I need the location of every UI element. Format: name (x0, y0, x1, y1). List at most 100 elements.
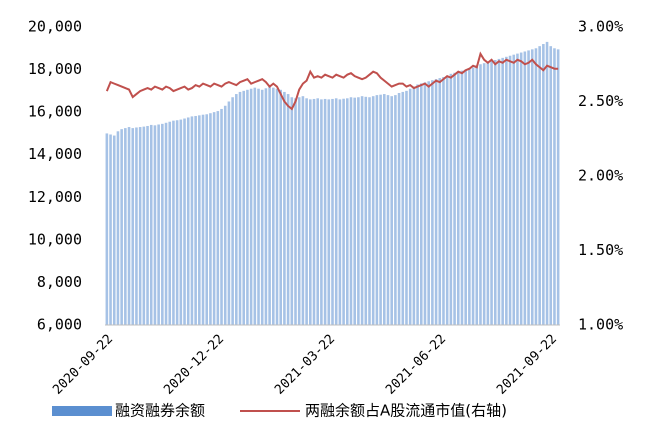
bar (216, 111, 220, 325)
bar (375, 95, 379, 325)
bar (175, 120, 179, 325)
bar (227, 101, 231, 325)
bar (305, 98, 308, 325)
bar (342, 98, 345, 326)
bar (353, 97, 356, 325)
bar (168, 121, 172, 325)
bar (109, 134, 112, 325)
y-tick-label: 12,000 (28, 188, 82, 206)
y-tick-label: 14,000 (28, 145, 82, 163)
bar (172, 120, 175, 326)
bar (212, 112, 216, 326)
bar (386, 95, 390, 325)
legend-label: 两融余额占A股流通市值(右轴) (305, 402, 507, 420)
bar (338, 99, 342, 325)
bar (124, 128, 127, 325)
x-tick-label: 2021-03-22 (272, 332, 338, 398)
bar (120, 129, 123, 325)
bar (194, 115, 197, 325)
bar (549, 46, 553, 326)
bar (412, 86, 416, 325)
bar (468, 68, 471, 325)
bar (394, 95, 397, 325)
bar (349, 97, 353, 325)
bar (149, 124, 153, 326)
bar (556, 49, 560, 325)
bar (453, 72, 456, 325)
bar (530, 49, 534, 325)
bar (419, 83, 423, 326)
bar (534, 48, 538, 326)
bar (153, 125, 157, 325)
bar (183, 118, 186, 326)
bar (475, 65, 479, 326)
bar (157, 124, 160, 325)
bar (397, 92, 401, 325)
bar (408, 88, 412, 325)
legend-label: 融资融券余额 (115, 402, 205, 420)
bar (431, 80, 434, 325)
bar (223, 105, 227, 325)
bar (309, 99, 312, 325)
bar (260, 89, 264, 326)
bar (527, 50, 530, 326)
bar (112, 135, 116, 325)
bar (390, 96, 393, 325)
bar (179, 119, 183, 325)
line (105, 51, 559, 111)
bar (460, 70, 464, 325)
y-tick-label: 10,000 (28, 230, 82, 248)
bar (286, 94, 290, 325)
bar (519, 52, 523, 326)
bar (105, 133, 109, 325)
bar (364, 96, 368, 326)
y-tick-label: 16,000 (28, 103, 82, 121)
bar (246, 89, 249, 326)
bar (297, 97, 301, 325)
bar (242, 90, 246, 325)
bar (201, 114, 205, 325)
bar (545, 41, 549, 326)
y2-tick-label: 3.00% (578, 18, 623, 36)
bar (316, 98, 319, 325)
bar (146, 125, 149, 325)
bar (131, 128, 135, 325)
bar (209, 113, 212, 325)
bar (249, 88, 253, 325)
bar (331, 98, 334, 326)
y-tick-label: 8,000 (37, 273, 82, 291)
bar (264, 88, 268, 325)
bar (486, 62, 490, 325)
bar (279, 89, 283, 326)
legend-swatch (52, 406, 112, 416)
bar (505, 56, 508, 326)
bar (493, 59, 497, 325)
x-tick-label: 2021-09-22 (494, 332, 560, 398)
bar (405, 90, 408, 325)
bar (416, 84, 419, 325)
bar (275, 88, 279, 325)
x-tick-label: 2020-09-22 (50, 332, 116, 398)
bar (368, 97, 371, 325)
bar (445, 75, 449, 325)
bar (482, 63, 486, 325)
bar (456, 71, 460, 325)
bar (142, 126, 146, 325)
bar (290, 97, 294, 325)
bar (434, 79, 438, 326)
bar (512, 54, 516, 326)
bar (438, 78, 442, 325)
bar (479, 64, 482, 325)
bar (360, 96, 364, 325)
bar (294, 98, 297, 325)
y2-tick-label: 1.50% (578, 241, 623, 259)
bar (164, 122, 168, 326)
bar (283, 91, 286, 326)
bar (464, 69, 467, 325)
bar (190, 116, 194, 326)
bar (198, 115, 201, 325)
x-tick-label: 2021-06-22 (383, 332, 449, 398)
bar (272, 87, 275, 326)
bar (523, 51, 527, 325)
